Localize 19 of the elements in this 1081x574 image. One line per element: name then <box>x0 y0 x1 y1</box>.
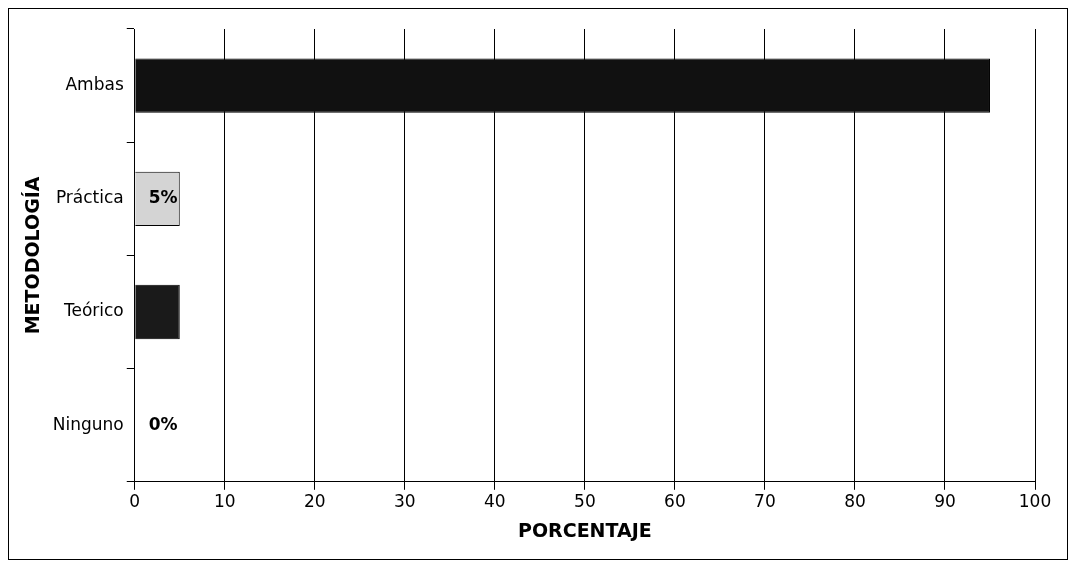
x-tick-label: 100 <box>1018 491 1052 512</box>
data-label: 5% <box>148 187 178 208</box>
data-label: 0% <box>148 413 178 434</box>
y-tick-label: Ambas <box>65 74 124 95</box>
x-tick-label: 50 <box>574 491 596 512</box>
y-tick-label: Teórico <box>62 300 124 321</box>
x-axis-title: PORCENTAJE <box>517 518 652 541</box>
x-tick-label: 0 <box>129 491 141 512</box>
x-tick-label: 40 <box>484 491 506 512</box>
x-tick-label: 70 <box>754 491 776 512</box>
x-tick-label: 10 <box>213 491 236 512</box>
x-tick-label: 30 <box>394 491 416 512</box>
y-tick-label: Ninguno <box>52 413 124 434</box>
y-tick-label: Práctica <box>55 187 124 208</box>
y-axis-title: METODOLOGÍA <box>21 176 44 335</box>
x-tick-label: 20 <box>303 491 326 512</box>
x-tick-label: 80 <box>844 491 866 512</box>
x-tick-label: 90 <box>934 491 956 512</box>
x-tick-label: 60 <box>664 491 686 512</box>
